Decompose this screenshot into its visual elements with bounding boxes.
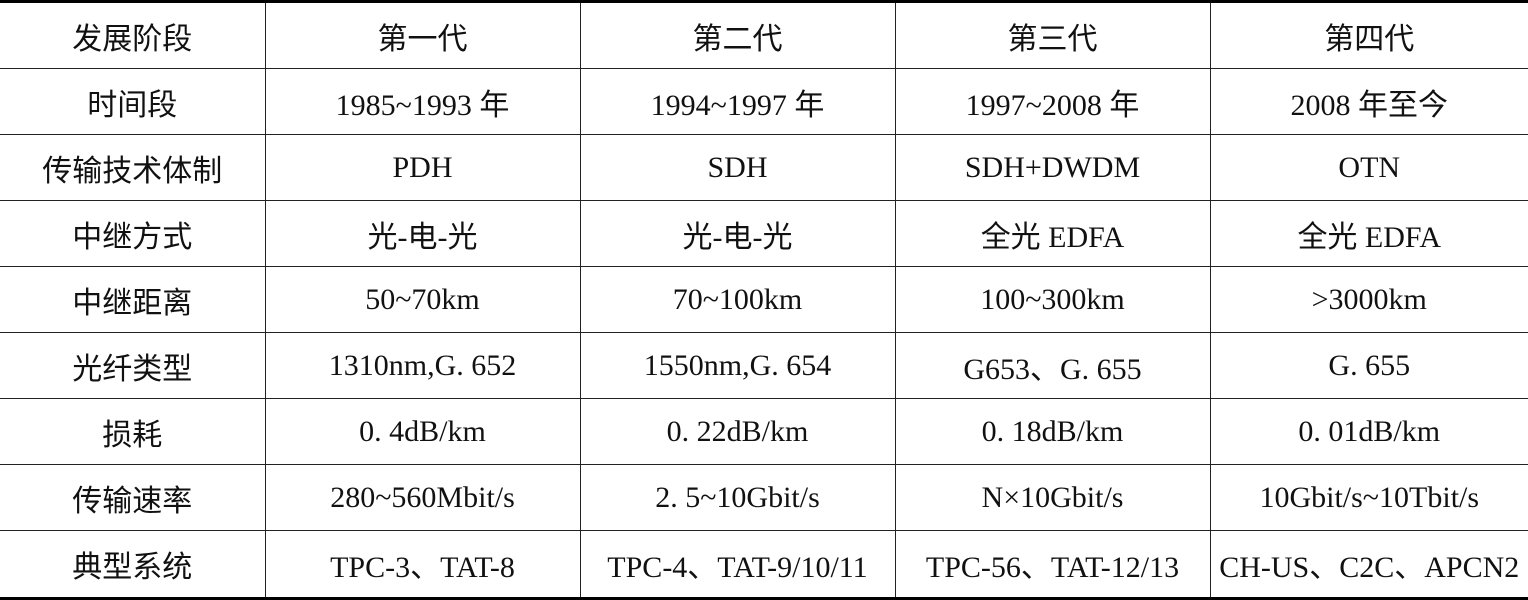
cell: G. 655 xyxy=(1209,332,1528,400)
row-label: 中继距离 xyxy=(0,266,266,334)
table-row: 典型系统 TPC-3、TAT-8 TPC-4、TAT-9/10/11 TPC-56、T… xyxy=(0,530,1528,599)
cell: 1550nm,G. 654 xyxy=(579,332,896,400)
row-label: 发展阶段 xyxy=(0,0,266,70)
row-label: 损耗 xyxy=(0,398,266,466)
table-row: 光纤类型 1310nm,G. 652 1550nm,G. 654 G653、G. 65… xyxy=(0,332,1528,400)
row-label: 光纤类型 xyxy=(0,332,266,400)
cell: 2008 年至今 xyxy=(1209,68,1528,136)
cell: SDH xyxy=(579,134,896,202)
table-row: 传输技术体制 PDH SDH SDH+DWDM OTN xyxy=(0,134,1528,202)
cell: PDH xyxy=(264,134,581,202)
cell: 70~100km xyxy=(579,266,896,334)
row-label: 中继方式 xyxy=(0,200,266,268)
table-row: 中继距离 50~70km 70~100km 100~300km >3000km xyxy=(0,266,1528,334)
cell: 全光 EDFA xyxy=(1209,200,1528,268)
cell: 1985~1993 年 xyxy=(264,68,581,136)
cell: >3000km xyxy=(1209,266,1528,334)
cell: 10Gbit/s~10Tbit/s xyxy=(1209,464,1528,532)
table-row: 中继方式 光-电-光 光-电-光 全光 EDFA 全光 EDFA xyxy=(0,200,1528,268)
cell: OTN xyxy=(1209,134,1528,202)
header-row: 发展阶段 第一代 第二代 第三代 第四代 xyxy=(0,0,1528,70)
cell: TPC-4、TAT-9/10/11 xyxy=(579,530,896,599)
cell: N×10Gbit/s xyxy=(894,464,1211,532)
cell: 第四代 xyxy=(1209,0,1528,70)
cell: 0. 4dB/km xyxy=(264,398,581,466)
cell: 0. 01dB/km xyxy=(1209,398,1528,466)
row-label: 时间段 xyxy=(0,68,266,136)
row-label: 典型系统 xyxy=(0,530,266,599)
cell: TPC-3、TAT-8 xyxy=(264,530,581,599)
cell: G653、G. 655 xyxy=(894,332,1211,400)
cell: 1997~2008 年 xyxy=(894,68,1211,136)
cell: 第一代 xyxy=(264,0,581,70)
table-row: 时间段 1985~1993 年 1994~1997 年 1997~2008 年 2008… xyxy=(0,68,1528,136)
cell: 第三代 xyxy=(894,0,1211,70)
table-row: 损耗 0. 4dB/km 0. 22dB/km 0. 18dB/km 0. 01dB/k… xyxy=(0,398,1528,466)
row-label: 传输速率 xyxy=(0,464,266,532)
cell: 50~70km xyxy=(264,266,581,334)
cell: 0. 18dB/km xyxy=(894,398,1211,466)
cell: 光-电-光 xyxy=(579,200,896,268)
cell: 0. 22dB/km xyxy=(579,398,896,466)
cell: 1994~1997 年 xyxy=(579,68,896,136)
row-label: 传输技术体制 xyxy=(0,134,266,202)
cell: 2. 5~10Gbit/s xyxy=(579,464,896,532)
cell: 1310nm,G. 652 xyxy=(264,332,581,400)
cell: CH-US、C2C、APCN2 xyxy=(1209,530,1528,599)
cell: 280~560Mbit/s xyxy=(264,464,581,532)
cell: 光-电-光 xyxy=(264,200,581,268)
cell: 全光 EDFA xyxy=(894,200,1211,268)
cell: TPC-56、TAT-12/13 xyxy=(894,530,1211,599)
cell: 100~300km xyxy=(894,266,1211,334)
cell: 第二代 xyxy=(579,0,896,70)
cell: SDH+DWDM xyxy=(894,134,1211,202)
table-row: 传输速率 280~560Mbit/s 2. 5~10Gbit/s N×10Gbit/s… xyxy=(0,464,1528,532)
